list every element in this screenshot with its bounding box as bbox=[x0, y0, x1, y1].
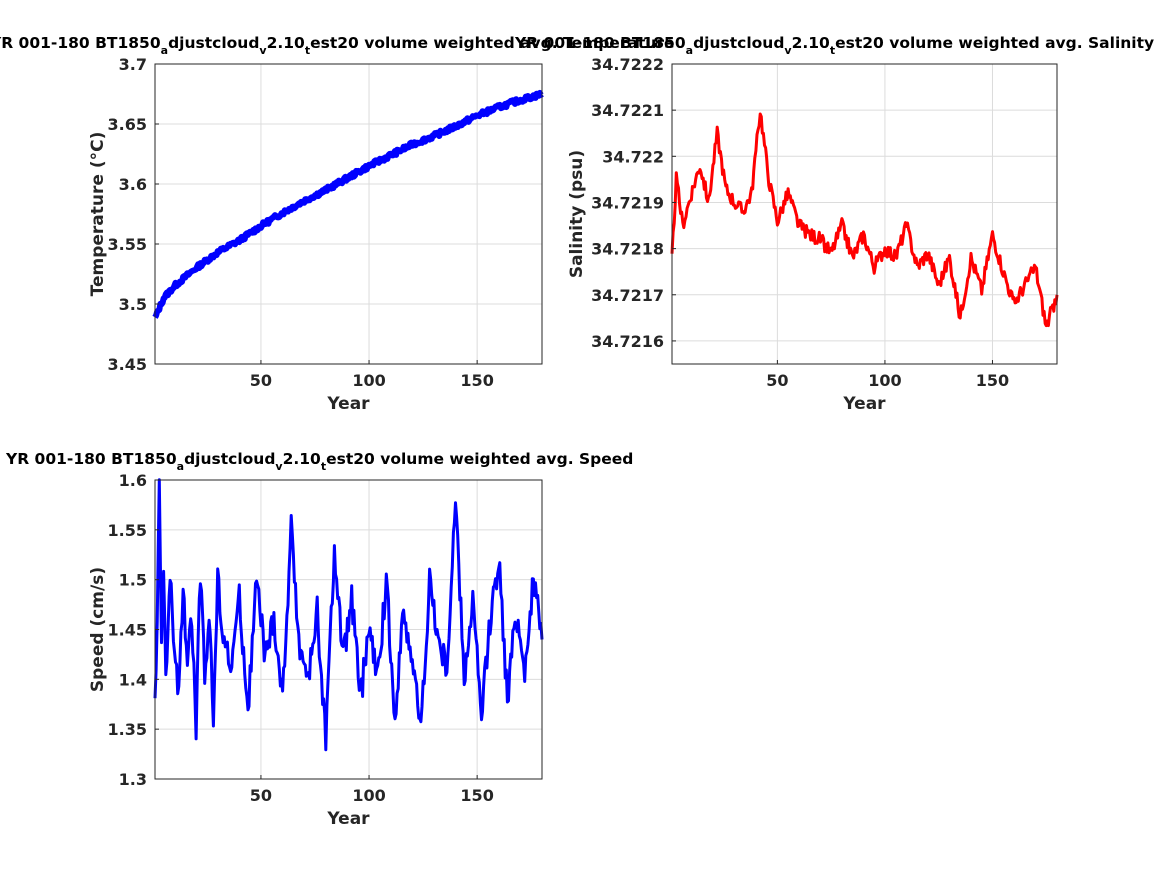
y-tick-label: 1.3 bbox=[119, 770, 147, 789]
y-tick-label: 34.7222 bbox=[591, 55, 664, 74]
x-axis-label: Year bbox=[326, 394, 370, 414]
y-tick-label: 3.55 bbox=[108, 235, 147, 254]
axes-frame bbox=[671, 63, 1058, 365]
chart-title: YR 001-180 BT1850adjustcloudv2.10test20 … bbox=[514, 34, 1154, 57]
x-tick-label: 50 bbox=[250, 786, 272, 805]
series-line bbox=[152, 89, 544, 319]
grid bbox=[672, 63, 1057, 364]
chart-title: YR 001-180 BT1850adjustcloudv2.10test20 … bbox=[5, 450, 633, 473]
y-tick-label: 34.722 bbox=[602, 147, 664, 166]
y-tick-label: 1.45 bbox=[108, 621, 147, 640]
series-line bbox=[670, 112, 1059, 328]
y-tick-label: 34.7219 bbox=[591, 193, 664, 212]
x-tick-label: 150 bbox=[460, 786, 493, 805]
y-tick-label: 3.5 bbox=[119, 295, 147, 314]
y-tick-label: 34.7217 bbox=[591, 286, 664, 305]
y-axis-label: Speed (cm/s) bbox=[88, 567, 108, 692]
y-tick-label: 1.55 bbox=[108, 521, 147, 540]
y-tick-label: 1.35 bbox=[108, 720, 147, 739]
y-tick-label: 1.5 bbox=[119, 571, 147, 590]
y-axis-label: Salinity (psu) bbox=[567, 150, 587, 278]
y-tick-label: 34.7216 bbox=[591, 332, 664, 351]
axes-frame bbox=[154, 63, 543, 365]
x-tick-label: 50 bbox=[766, 371, 788, 390]
x-tick-label: 150 bbox=[460, 371, 493, 390]
x-tick-label: 100 bbox=[868, 371, 901, 390]
x-tick-label: 100 bbox=[352, 371, 385, 390]
y-axis-label: Temperature (°C) bbox=[88, 132, 108, 297]
chart-title: YR 001-180 BT1850adjustcloudv2.10test20 … bbox=[0, 34, 675, 57]
x-tick-label: 150 bbox=[976, 371, 1009, 390]
temperature-panel: 50 100 150 3.45 3.5 3.55 3.6 3.65 3.7 Year Tempera… bbox=[0, 34, 675, 414]
y-tick-label: 3.6 bbox=[119, 175, 147, 194]
x-axis-label: Year bbox=[326, 809, 370, 829]
y-tick-label: 34.7218 bbox=[591, 240, 664, 259]
speed-panel: 50 100 150 1.3 1.35 1.4 1.45 1.5 1.55 1.6 Year Spee… bbox=[5, 450, 633, 829]
x-tick-label: 50 bbox=[250, 371, 272, 390]
y-tick-label: 3.45 bbox=[108, 355, 147, 374]
y-tick-label: 1.4 bbox=[119, 670, 147, 689]
y-tick-label: 3.7 bbox=[119, 55, 147, 74]
salinity-panel: 50 100 150 34.7216 34.7217 34.7218 34.7219 34.7… bbox=[514, 34, 1154, 414]
x-axis-label: Year bbox=[842, 394, 886, 414]
series-line bbox=[153, 478, 544, 752]
x-tick-label: 100 bbox=[352, 786, 385, 805]
y-tick-label: 34.7221 bbox=[591, 101, 664, 120]
y-tick-label: 3.65 bbox=[108, 115, 147, 134]
y-tick-label: 1.6 bbox=[119, 471, 147, 490]
